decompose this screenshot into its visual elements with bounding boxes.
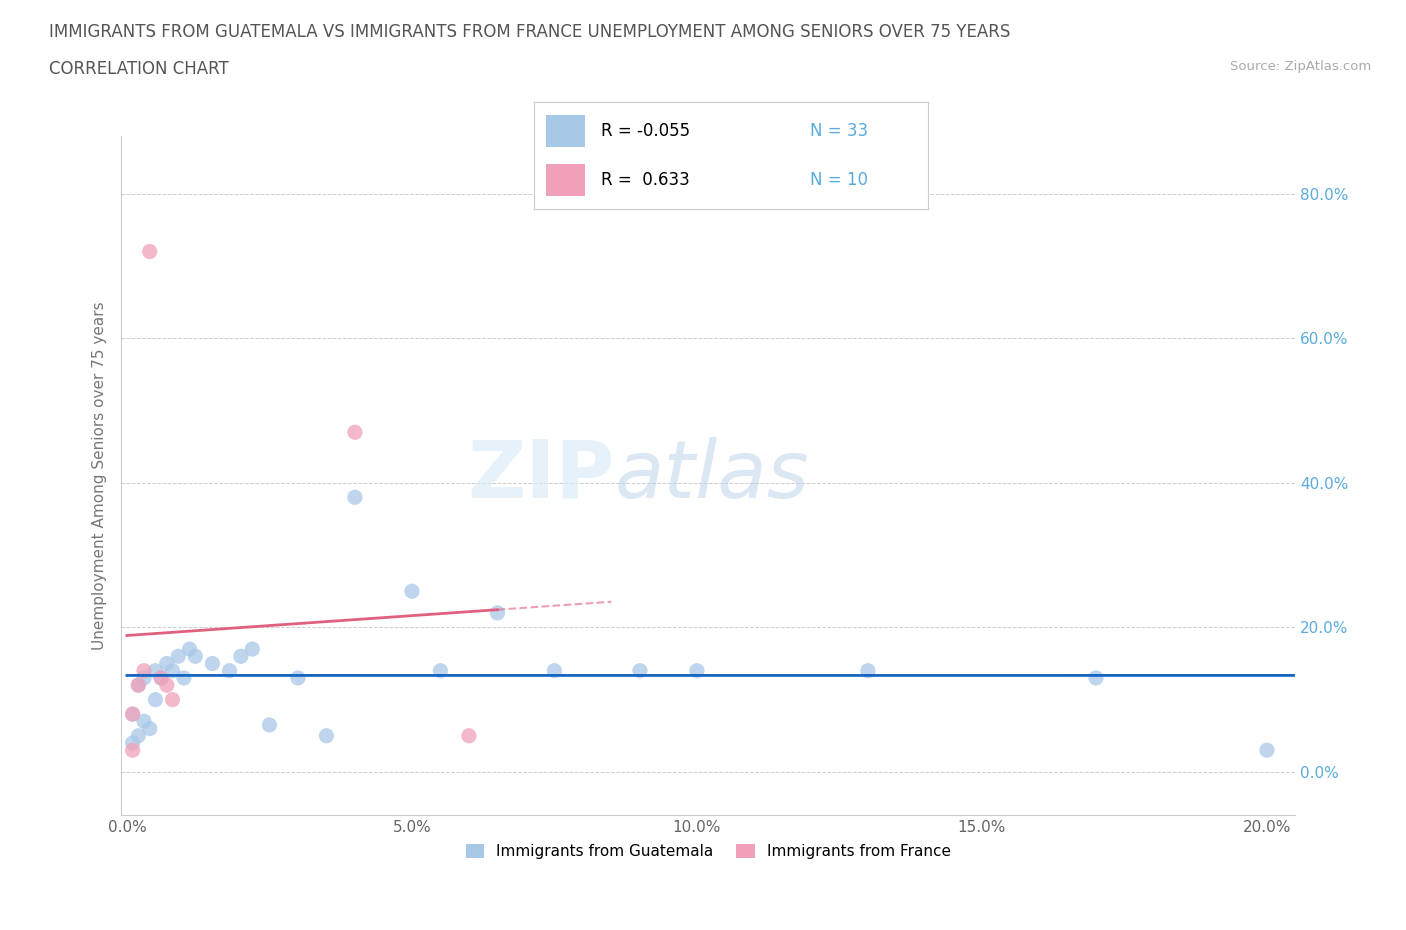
Text: CORRELATION CHART: CORRELATION CHART <box>49 60 229 78</box>
Point <box>1256 743 1278 758</box>
Point <box>162 663 184 678</box>
Point <box>1084 671 1107 685</box>
Text: R =  0.633: R = 0.633 <box>602 171 690 190</box>
Point <box>429 663 451 678</box>
Point <box>401 584 423 599</box>
Point <box>218 663 240 678</box>
Point <box>132 714 155 729</box>
Text: N = 33: N = 33 <box>810 122 868 140</box>
Text: R = -0.055: R = -0.055 <box>602 122 690 140</box>
Point <box>156 678 179 693</box>
Point <box>486 605 509 620</box>
Point <box>287 671 309 685</box>
Point <box>201 656 224 671</box>
Point <box>138 721 160 736</box>
Point <box>156 656 179 671</box>
Point <box>132 663 155 678</box>
Point <box>145 663 167 678</box>
Bar <box>546 165 585 196</box>
Legend: Immigrants from Guatemala, Immigrants from France: Immigrants from Guatemala, Immigrants fr… <box>460 838 957 866</box>
Point <box>150 671 173 685</box>
Point <box>145 692 167 707</box>
Point <box>229 649 252 664</box>
Point <box>686 663 709 678</box>
Point <box>127 678 149 693</box>
Point <box>173 671 195 685</box>
Point <box>121 743 143 758</box>
Point <box>138 244 160 259</box>
Point <box>458 728 481 743</box>
Point <box>628 663 651 678</box>
Point <box>127 728 149 743</box>
Point <box>543 663 565 678</box>
Point <box>856 663 879 678</box>
Point <box>179 642 201 657</box>
Point <box>240 642 263 657</box>
Text: N = 10: N = 10 <box>810 171 868 190</box>
Text: IMMIGRANTS FROM GUATEMALA VS IMMIGRANTS FROM FRANCE UNEMPLOYMENT AMONG SENIORS O: IMMIGRANTS FROM GUATEMALA VS IMMIGRANTS … <box>49 23 1011 41</box>
Point <box>150 671 173 685</box>
Bar <box>546 115 585 147</box>
Point <box>127 678 149 693</box>
Point <box>162 692 184 707</box>
Text: Source: ZipAtlas.com: Source: ZipAtlas.com <box>1230 60 1371 73</box>
Text: atlas: atlas <box>614 436 808 514</box>
Point <box>259 717 281 732</box>
Point <box>121 707 143 722</box>
Point <box>132 671 155 685</box>
Point <box>121 736 143 751</box>
Point <box>315 728 337 743</box>
Point <box>184 649 207 664</box>
Point <box>167 649 190 664</box>
Point <box>121 707 143 722</box>
Point <box>343 490 366 505</box>
Y-axis label: Unemployment Among Seniors over 75 years: Unemployment Among Seniors over 75 years <box>93 301 107 650</box>
Point <box>343 425 366 440</box>
Text: ZIP: ZIP <box>467 436 614 514</box>
